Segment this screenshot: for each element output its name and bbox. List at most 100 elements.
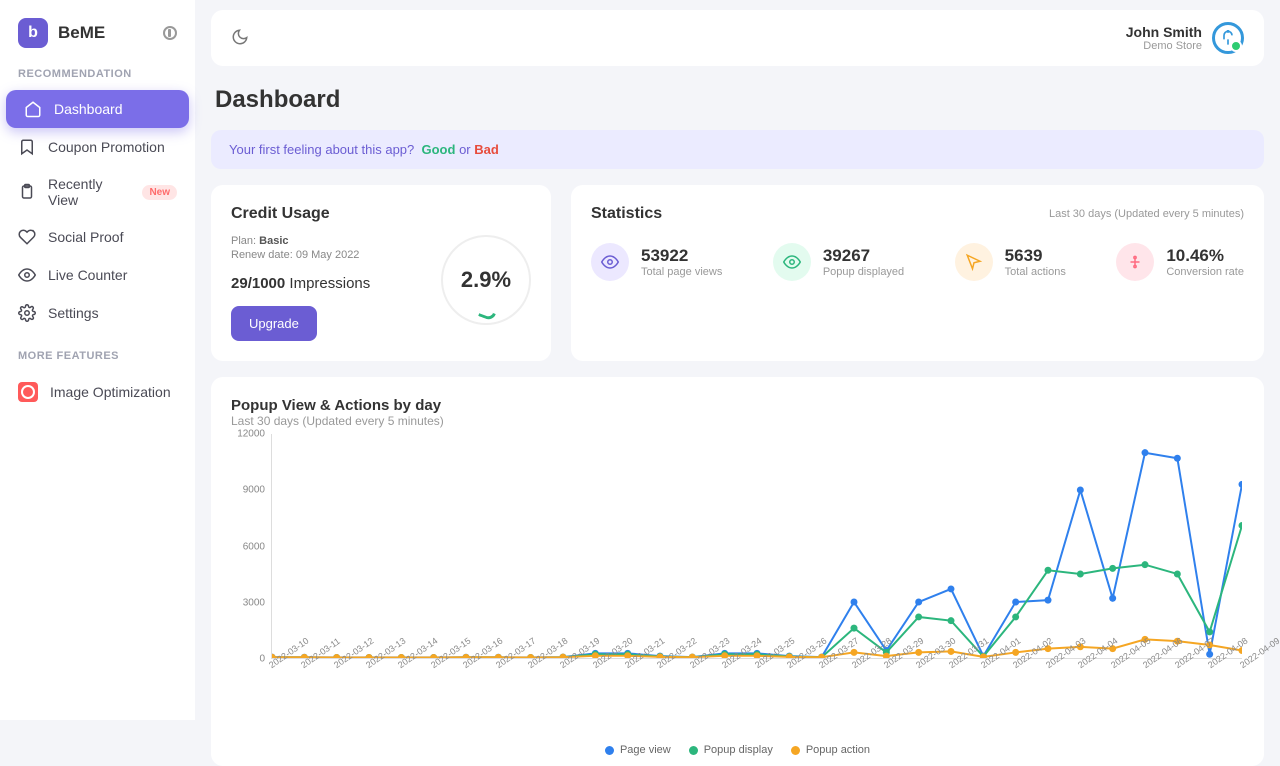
sidebar-item-label: Image Optimization xyxy=(50,384,171,400)
data-point[interactable] xyxy=(1109,565,1116,572)
data-point[interactable] xyxy=(1012,599,1019,606)
sidebar-item-social-proof[interactable]: Social Proof xyxy=(0,218,195,256)
chart-card: Popup View & Actions by day Last 30 days… xyxy=(211,377,1264,766)
y-tick: 9000 xyxy=(243,485,265,496)
heart-icon xyxy=(18,228,36,246)
impressions: 29/1000 Impressions xyxy=(231,275,370,292)
data-point[interactable] xyxy=(1109,595,1116,602)
stats-subtitle: Last 30 days (Updated every 5 minutes) xyxy=(1049,208,1244,220)
legend-dot xyxy=(689,746,698,755)
stat-label: Total page views xyxy=(641,266,722,278)
legend-item[interactable]: Page view xyxy=(605,744,671,756)
stat-value: 53922 xyxy=(641,246,722,266)
legend-dot xyxy=(605,746,614,755)
data-point[interactable] xyxy=(1239,481,1242,488)
feedback-good[interactable]: Good xyxy=(422,142,456,157)
avatar[interactable] xyxy=(1212,22,1244,54)
data-point[interactable] xyxy=(1045,567,1052,574)
upgrade-button[interactable]: Upgrade xyxy=(231,306,317,341)
home-icon xyxy=(24,100,42,118)
sidebar-item-settings[interactable]: Settings xyxy=(0,294,195,332)
gear-icon xyxy=(18,304,36,322)
sidebar-item-coupon-promotion[interactable]: Coupon Promotion xyxy=(0,128,195,166)
data-point[interactable] xyxy=(1174,571,1181,578)
section-more: MORE FEATURES xyxy=(0,350,195,372)
topbar: John Smith Demo Store xyxy=(211,10,1264,66)
data-point[interactable] xyxy=(1077,571,1084,578)
bookmark-icon xyxy=(18,138,36,156)
sidebar-item-label: Coupon Promotion xyxy=(48,139,165,155)
sidebar-item-image-optimization[interactable]: Image Optimization xyxy=(0,372,195,412)
stat-popup-displayed: 39267Popup displayed xyxy=(773,243,904,281)
data-point[interactable] xyxy=(851,599,858,606)
data-point[interactable] xyxy=(1142,561,1149,568)
data-point[interactable] xyxy=(948,585,955,592)
data-point[interactable] xyxy=(1174,455,1181,462)
stat-value: 39267 xyxy=(823,246,904,266)
y-tick: 3000 xyxy=(243,597,265,608)
sidebar-item-label: Dashboard xyxy=(54,101,123,117)
clipboard-icon xyxy=(18,183,36,201)
legend-label: Popup display xyxy=(704,744,773,756)
data-point[interactable] xyxy=(851,625,858,632)
credit-gauge: 2.9% xyxy=(441,235,531,325)
gauge-percent: 2.9% xyxy=(461,267,511,293)
sidebar-item-label: Social Proof xyxy=(48,229,123,245)
y-tick: 6000 xyxy=(243,541,265,552)
data-point[interactable] xyxy=(1077,487,1084,494)
sidebar-item-recently-view[interactable]: Recently View New xyxy=(0,166,195,218)
statistics-card: Statistics Last 30 days (Updated every 5… xyxy=(571,185,1264,361)
data-point[interactable] xyxy=(915,613,922,620)
feedback-bad[interactable]: Bad xyxy=(474,142,499,157)
stat-label: Total actions xyxy=(1005,266,1066,278)
chart-title: Popup View & Actions by day xyxy=(223,397,1252,414)
data-point[interactable] xyxy=(948,617,955,624)
stat-icon xyxy=(955,243,993,281)
stat-label: Popup displayed xyxy=(823,266,904,278)
stat-value: 5639 xyxy=(1005,246,1066,266)
data-point[interactable] xyxy=(1142,449,1149,456)
data-point[interactable] xyxy=(1012,613,1019,620)
plan-line: Plan: Basic xyxy=(231,235,370,247)
legend-item[interactable]: Popup display xyxy=(689,744,773,756)
stat-icon xyxy=(773,243,811,281)
feedback-or: or xyxy=(459,142,471,157)
feedback-bar: Your first feeling about this app? Good … xyxy=(211,130,1264,169)
stats-title: Statistics xyxy=(591,205,662,223)
user-subtitle: Demo Store xyxy=(1126,40,1202,52)
logo[interactable]: b BeME xyxy=(18,18,105,48)
user-name: John Smith xyxy=(1126,24,1202,40)
y-tick: 12000 xyxy=(237,429,265,440)
sidebar-item-dashboard[interactable]: Dashboard xyxy=(6,90,189,128)
data-point[interactable] xyxy=(1045,597,1052,604)
new-badge: New xyxy=(142,185,177,200)
legend-item[interactable]: Popup action xyxy=(791,744,870,756)
sidebar: b BeME RECOMMENDATION Dashboard Coupon Pr… xyxy=(0,0,195,720)
brand-text: BeME xyxy=(58,23,105,43)
data-point[interactable] xyxy=(1239,522,1242,529)
stat-label: Conversion rate xyxy=(1166,266,1244,278)
legend-label: Page view xyxy=(620,744,671,756)
image-icon xyxy=(18,382,38,402)
stat-conversion-rate: 10.46%Conversion rate xyxy=(1116,243,1244,281)
credit-title: Credit Usage xyxy=(231,205,531,223)
data-point[interactable] xyxy=(1206,628,1213,635)
sidebar-item-label: Recently View xyxy=(48,176,130,208)
section-recommendation: RECOMMENDATION xyxy=(0,68,195,90)
series-page-view xyxy=(272,453,1242,658)
page-title: Dashboard xyxy=(211,86,1264,130)
theme-toggle-icon[interactable] xyxy=(231,28,251,48)
logo-icon: b xyxy=(18,18,48,48)
feedback-question: Your first feeling about this app? xyxy=(229,142,414,157)
sidebar-item-label: Settings xyxy=(48,305,99,321)
legend-dot xyxy=(791,746,800,755)
data-point[interactable] xyxy=(915,599,922,606)
collapse-icon[interactable] xyxy=(163,26,177,40)
user-block[interactable]: John Smith Demo Store xyxy=(1126,22,1244,54)
sidebar-item-live-counter[interactable]: Live Counter xyxy=(0,256,195,294)
stat-value: 10.46% xyxy=(1166,246,1244,266)
stat-total-page-views: 53922Total page views xyxy=(591,243,722,281)
eye-icon xyxy=(18,266,36,284)
stat-icon xyxy=(1116,243,1154,281)
y-tick: 0 xyxy=(259,654,265,665)
